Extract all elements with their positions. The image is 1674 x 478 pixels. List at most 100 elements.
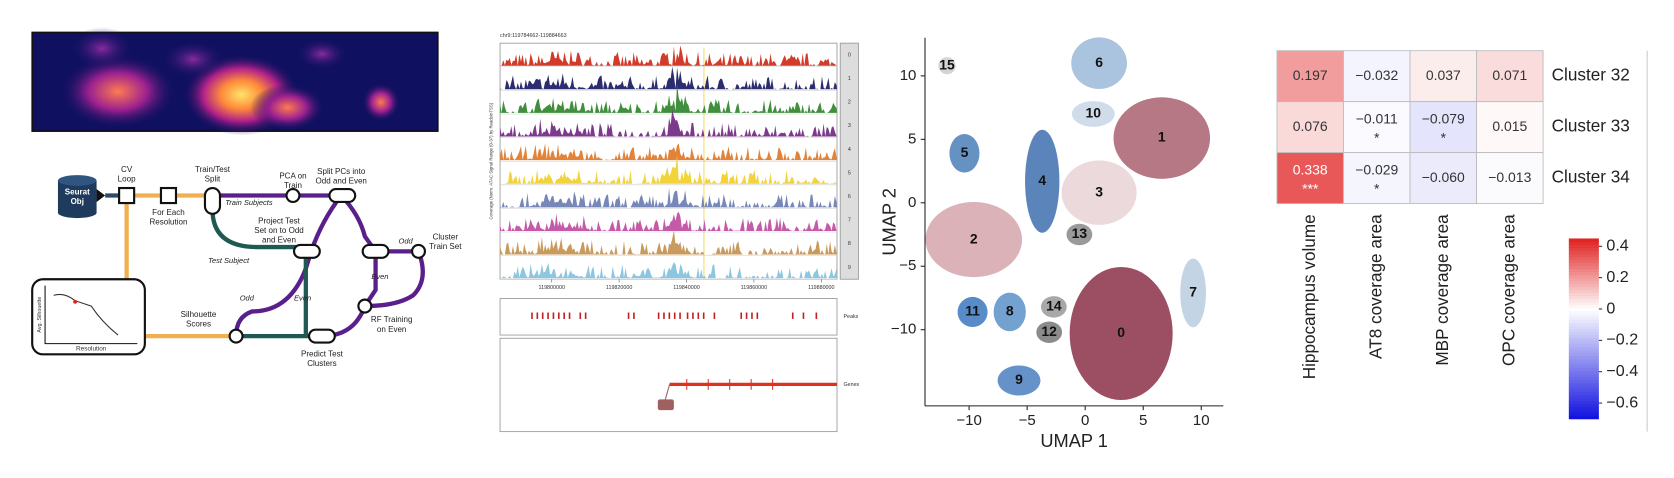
coverage-track (500, 154, 837, 184)
node-label: Split PCs into (317, 167, 366, 176)
y-tick-label: −5 (899, 257, 916, 274)
cluster-cloud (957, 296, 988, 327)
coverage-track (500, 66, 837, 90)
node-label: For Each (152, 208, 185, 217)
edge-label: Train Subjects (225, 198, 273, 207)
node-label: Obj (71, 197, 84, 206)
colorbar-segment (1568, 412, 1599, 417)
colorbar-segment (1568, 409, 1599, 414)
colorbar-segment (1568, 280, 1599, 285)
x-tick-label: 119840000 (673, 285, 699, 291)
colorbar-tick-label: −0.4 (1606, 362, 1638, 380)
node-label: Seurat (65, 187, 90, 196)
colorbar-segment (1568, 322, 1599, 327)
colorbar-segment (1568, 262, 1599, 267)
cluster-cloud (1066, 223, 1093, 246)
colorbar-segment (1568, 304, 1599, 309)
colorbar-segment (1568, 244, 1599, 249)
x-tick-label: 119820000 (606, 285, 632, 291)
colorbar-segment (1568, 364, 1599, 369)
colorbar-segment (1568, 283, 1599, 288)
colorbar-segment (1568, 292, 1599, 297)
track-name: 3 (848, 123, 851, 129)
colorbar-tick-label: −0.6 (1606, 393, 1638, 411)
node-label: Resolution (149, 217, 187, 226)
edge-label: Odd (240, 294, 255, 303)
cell-value: 0.015 (1492, 118, 1527, 134)
colorbar-segment (1568, 358, 1599, 363)
column-label: OPC coverage area (1498, 214, 1518, 366)
cluster-label: 6 (1095, 54, 1103, 70)
cell-value: −0.060 (1422, 169, 1465, 185)
colorbar-segment (1568, 274, 1599, 279)
colorbar-segment (1568, 238, 1599, 243)
cell-value: −0.079 (1422, 110, 1465, 126)
density-image (31, 27, 439, 136)
row-label: Cluster 32 (1552, 65, 1630, 85)
x-tick-label: 5 (1139, 412, 1147, 429)
cluster-cloud (1069, 266, 1173, 401)
heat-cell (1343, 101, 1411, 154)
colorbar-segment (1568, 298, 1599, 303)
cluster-cloud (1113, 97, 1211, 179)
colorbar-segment (1568, 256, 1599, 261)
track-name: 4 (848, 147, 851, 153)
peak (547, 312, 549, 319)
cluster-label: 10 (1086, 105, 1102, 121)
colorbar-segment (1568, 241, 1599, 246)
peak (756, 312, 759, 319)
cluster-label: 9 (1015, 371, 1023, 387)
node-label: Train Set (429, 242, 462, 251)
y-tick-label: 10 (900, 67, 917, 84)
heat-cell (1276, 50, 1344, 103)
colorbar-segment (1568, 373, 1599, 378)
node-label: CV (121, 165, 133, 174)
colorbar-segment (1568, 247, 1599, 252)
cell-significance: * (1374, 181, 1380, 197)
peak (657, 312, 660, 319)
colorbar-tick-label: 0.4 (1606, 237, 1628, 255)
colorbar-segment (1568, 388, 1599, 393)
cluster-label: 4 (1038, 172, 1046, 188)
track-name: 2 (848, 100, 851, 106)
colorbar-segment (1568, 352, 1599, 357)
coverage-track (500, 84, 837, 113)
peak (633, 312, 635, 319)
cluster-cloud (993, 292, 1026, 332)
cluster-cloud (997, 365, 1041, 396)
column-label: MBP coverage area (1432, 214, 1452, 366)
heat-cell (1476, 101, 1544, 154)
peak (815, 312, 818, 319)
track-name: 9 (848, 265, 851, 271)
x-tick-label: 119800000 (539, 285, 565, 291)
cluster-cloud (1025, 129, 1060, 233)
edge-label: Even (371, 272, 388, 281)
track-name: 7 (848, 218, 851, 224)
colorbar-tick-label: −0.2 (1606, 331, 1638, 349)
node-label: Set on to Odd (254, 226, 304, 235)
cluster-label: 1 (1158, 129, 1166, 145)
cluster-label: 13 (1072, 225, 1088, 241)
peak (663, 312, 665, 319)
colorbar-segment (1568, 346, 1599, 351)
colorbar-segment (1568, 406, 1599, 411)
colorbar-segment (1568, 259, 1599, 264)
colorbar-segment (1568, 400, 1599, 405)
peak (745, 312, 748, 319)
peak (686, 312, 689, 319)
track-y-label: Coverage (Norm. ATAC Signal Range (0-37)… (489, 102, 494, 219)
cluster-cloud (1180, 258, 1207, 328)
cluster-label: 2 (970, 230, 978, 246)
track-name: 1 (848, 76, 851, 82)
cluster-label: 12 (1041, 323, 1057, 339)
track-name: 8 (848, 241, 851, 247)
colorbar-segment (1568, 415, 1599, 420)
colorbar-segment (1568, 361, 1599, 366)
node-label: Project Test (258, 216, 301, 225)
colorbar-segment (1568, 289, 1599, 294)
track-name: 5 (848, 170, 851, 176)
coverage-track (500, 143, 837, 161)
peak (568, 312, 571, 319)
x-axis-label: UMAP 1 (1040, 430, 1108, 451)
column-label: Hippocampus volume (1299, 214, 1319, 379)
